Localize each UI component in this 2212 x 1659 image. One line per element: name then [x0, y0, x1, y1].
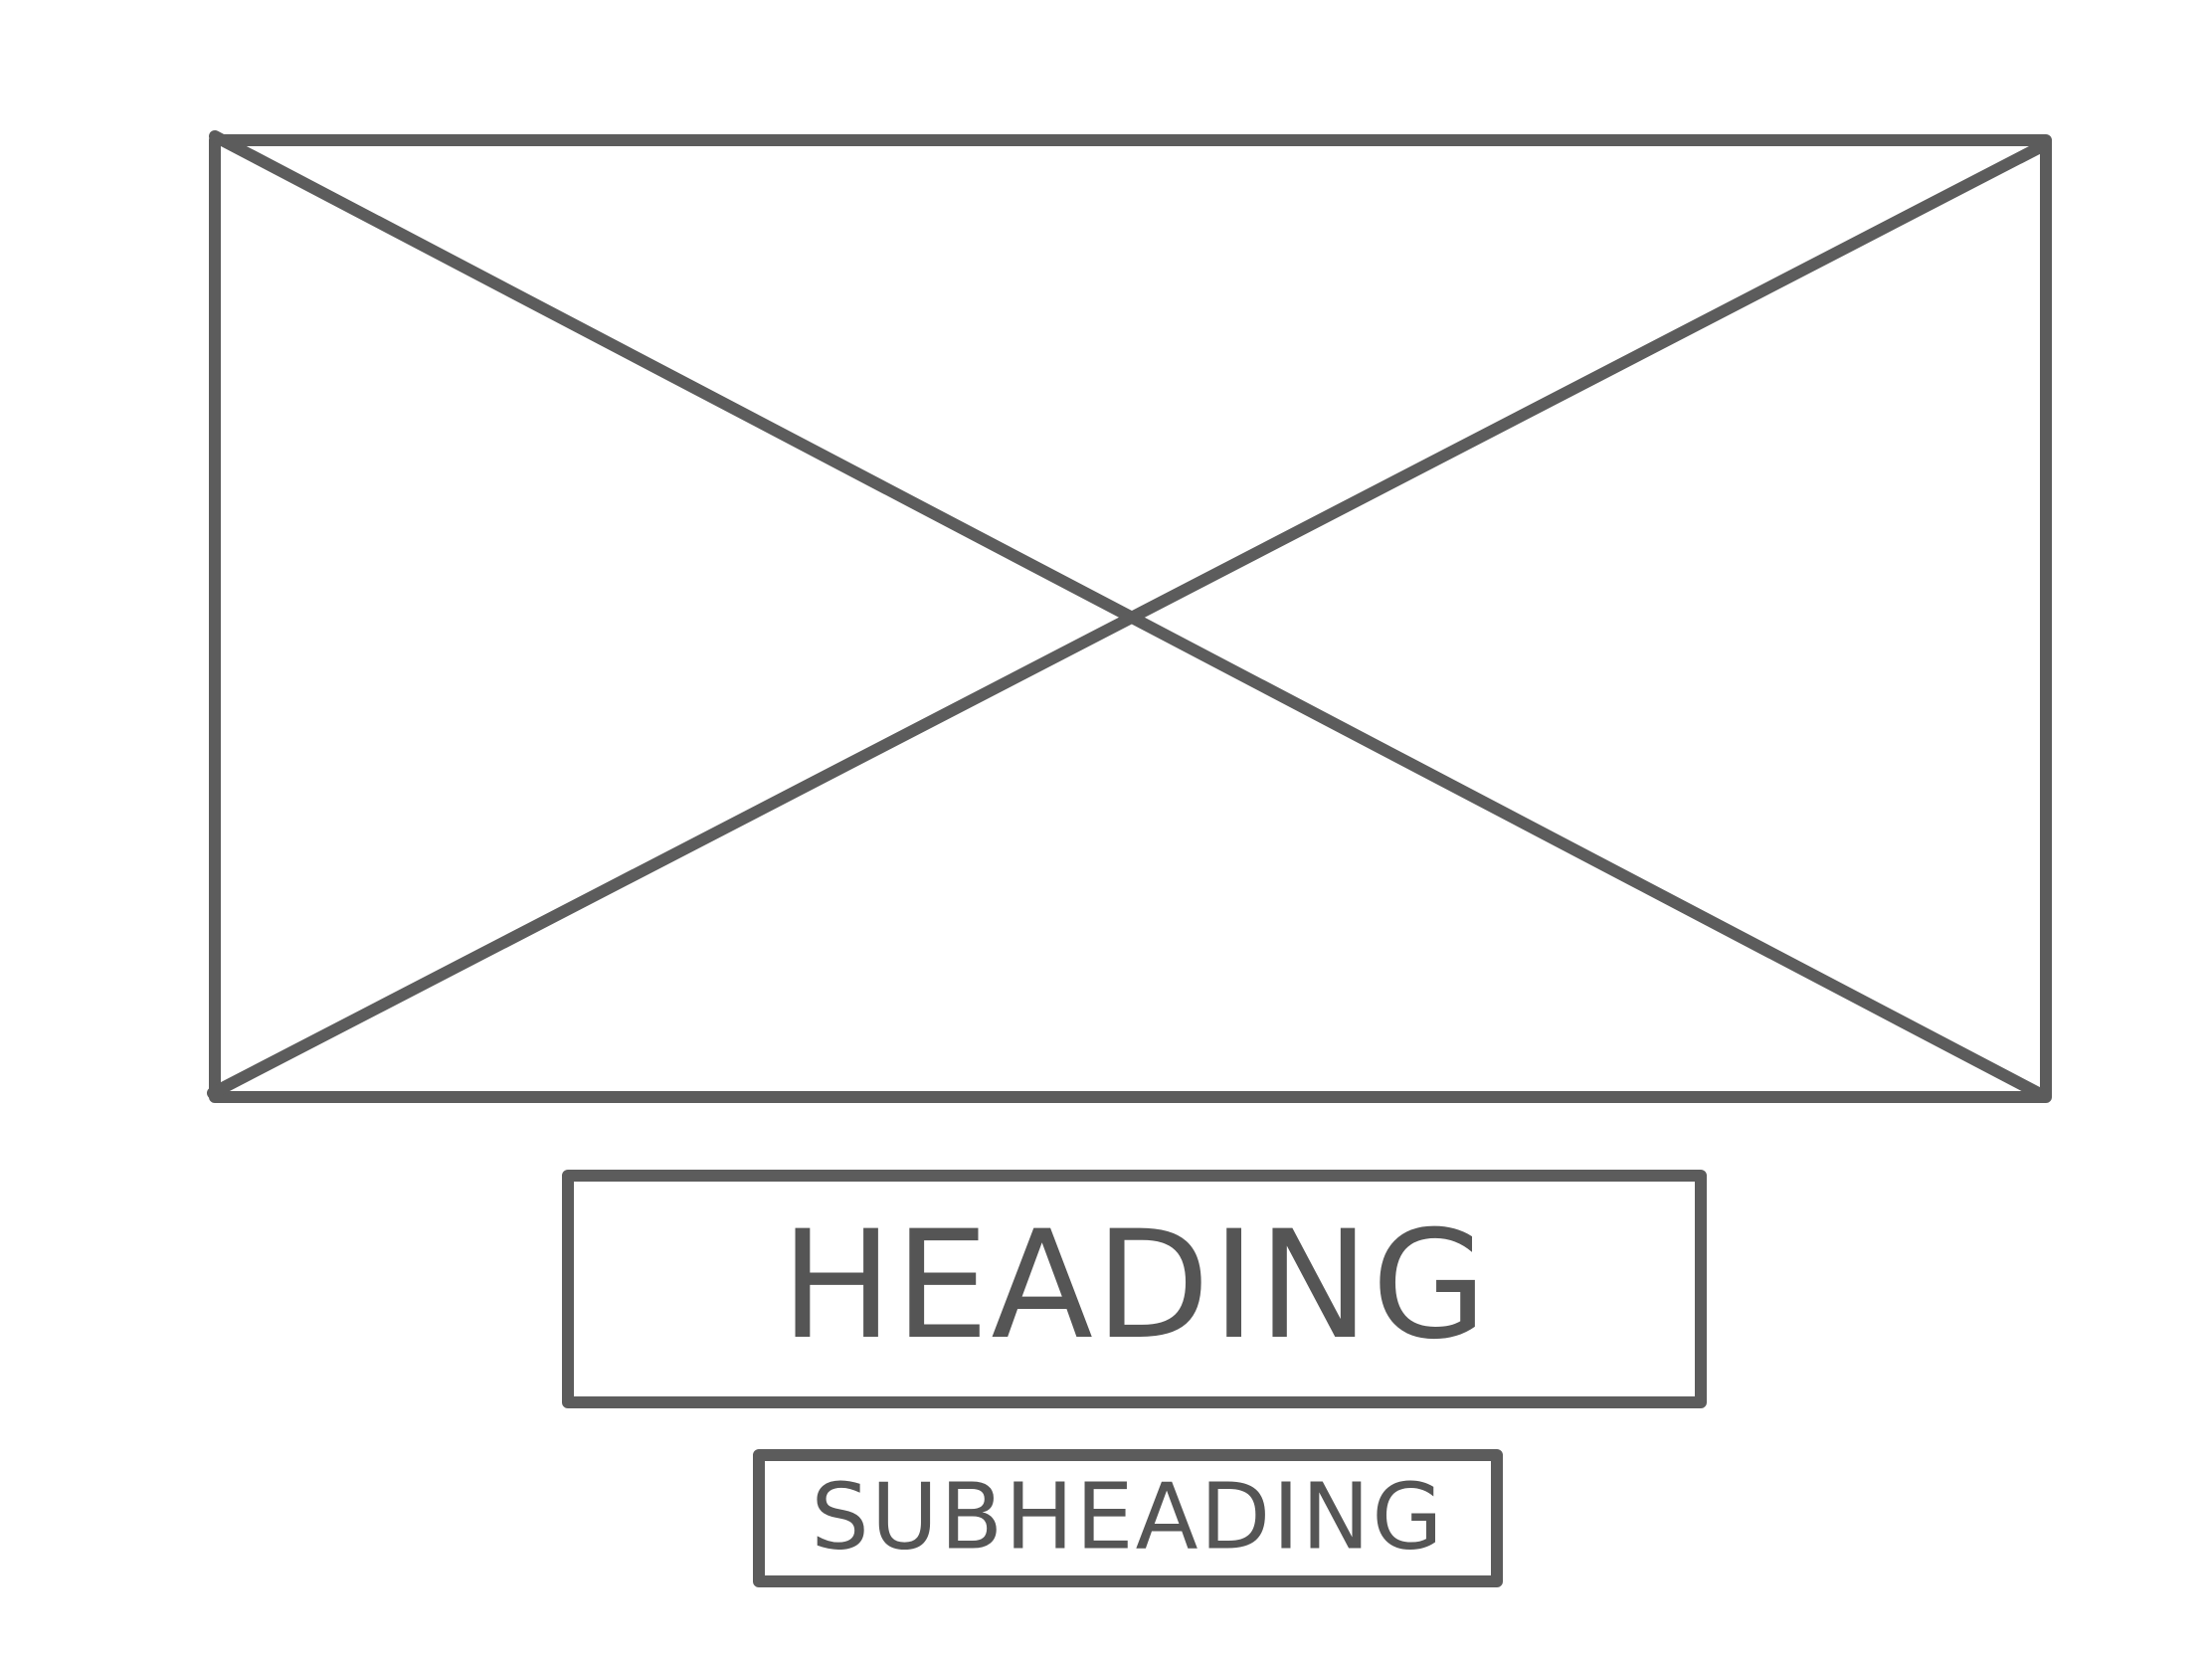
heading-box [562, 1170, 1707, 1408]
heading-text: HEADING [781, 1199, 1489, 1373]
image-placeholder-diagonal-up [207, 138, 2052, 1099]
heading-block: HEADING [562, 1170, 1707, 1408]
subheading-box [753, 1449, 1503, 1587]
image-placeholder [207, 130, 2052, 1103]
subheading-block: SUBHEADING [753, 1449, 1503, 1587]
image-placeholder-frame [209, 134, 2052, 1103]
subheading-text: SUBHEADING [811, 1463, 1444, 1569]
